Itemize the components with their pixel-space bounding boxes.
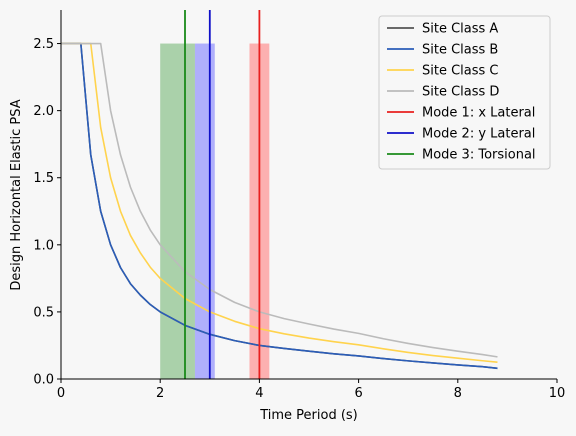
legend-entry-label: Site Class B: [422, 43, 498, 58]
y-tick-label: 0.5: [33, 305, 54, 320]
x-tick-label: 4: [255, 386, 263, 401]
series-line-3: [61, 42, 498, 364]
y-tick-label: 0.0: [33, 373, 54, 388]
legend-box: [378, 15, 551, 170]
legend-entry-label: Mode 2: y Lateral: [422, 127, 535, 142]
y-tick-label: 2.5: [33, 37, 54, 52]
x-axis-label: Time Period (s): [259, 408, 358, 423]
y-axis-label: Design Horizontal Elastic PSA: [9, 99, 24, 290]
axes: 0 2 4 6 8 10 0.0 0.5 1.0 1.5 2.0 2.5: [33, 10, 565, 401]
series-line-2: [61, 42, 498, 370]
mode-band-3: [160, 43, 195, 379]
x-tick-label: 6: [354, 386, 362, 401]
x-tick-label: 8: [454, 386, 462, 401]
x-tick-label: 0: [57, 386, 65, 401]
y-tick-label: 1.0: [33, 238, 54, 253]
series-line-4: [61, 42, 498, 358]
series-lines: [61, 42, 498, 370]
y-tick-label: 1.5: [33, 171, 54, 186]
mode-band-2: [194, 43, 215, 379]
x-tick-label: 10: [549, 386, 566, 401]
legend-entry-label: Site Class C: [422, 64, 499, 79]
legend-entry-label: Site Class D: [422, 85, 499, 100]
y-tick-label: 2.0: [33, 104, 54, 119]
mode-lines: [184, 10, 261, 379]
legend-entry-label: Site Class A: [422, 22, 498, 37]
legend-entry-label: Mode 3: Torsional: [422, 148, 536, 163]
x-tick-label: 2: [156, 386, 164, 401]
legend-entry-label: Mode 1: x Lateral: [422, 106, 535, 121]
legend: Site Class A Site Class B Site Class C Site…: [378, 15, 551, 170]
